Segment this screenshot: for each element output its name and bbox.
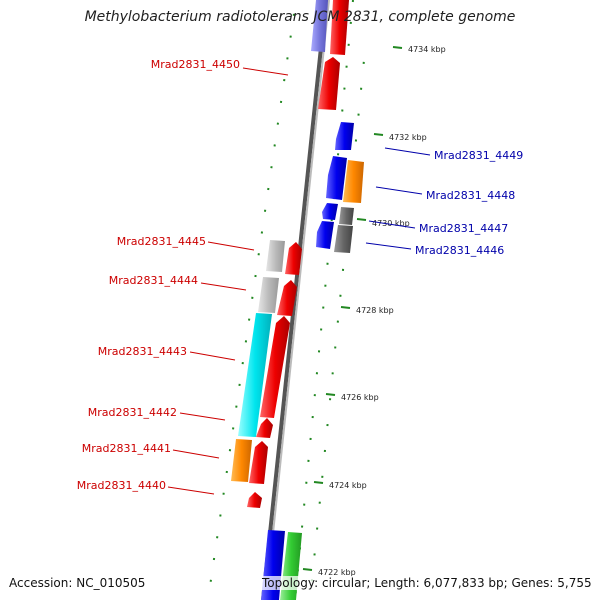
tick-mark-4730 [356, 218, 367, 221]
tick-label-4728: 4728 kbp [356, 306, 394, 315]
map-title: Methylobacterium radiotolerans JCM 2831,… [84, 9, 516, 25]
gene-feature-4447a[interactable] [322, 203, 338, 220]
outer-scale-track [309, 39, 367, 600]
tick-mark-4732 [373, 133, 384, 136]
leader-4449 [384, 147, 431, 156]
tick-label-4724: 4724 kbp [329, 481, 367, 490]
gene-feature-4440[interactable] [247, 492, 262, 508]
gene-feature-4444[interactable] [258, 277, 279, 313]
leader-4450 [242, 67, 289, 76]
leader-4446 [365, 242, 412, 250]
gene-feature-4448[interactable] [343, 160, 364, 203]
tick-mark-4724 [313, 481, 324, 484]
tick-label-4732: 4732 kbp [389, 133, 427, 142]
gene-feature-4443b[interactable] [260, 316, 290, 418]
gene-label-4445[interactable]: Mrad2831_4445 [117, 235, 206, 248]
gene-feature-4446a[interactable] [316, 221, 334, 249]
gene-feature-4449[interactable] [326, 156, 347, 200]
gene-feature-4445[interactable] [266, 240, 285, 272]
tick-mark-4728 [340, 306, 351, 309]
gene-feature[interactable] [311, 0, 328, 52]
tick-label-4726: 4726 kbp [341, 393, 379, 402]
gene-label-4450[interactable]: Mrad2831_4450 [151, 58, 240, 71]
label-leaders [167, 67, 431, 495]
leader-4441 [172, 449, 220, 459]
gene-feature-4444b[interactable] [277, 280, 297, 316]
gene-label-4446[interactable]: Mrad2831_4446 [415, 244, 504, 257]
accession-label: Accession: NC_010505 [9, 576, 146, 590]
genome-summary: Topology: circular; Length: 6,077,833 bp… [262, 576, 592, 590]
gene-label-4443[interactable]: Mrad2831_4443 [98, 345, 187, 358]
gene-label-4448[interactable]: Mrad2831_4448 [426, 189, 515, 202]
gene-label-4449[interactable]: Mrad2831_4449 [434, 149, 523, 162]
leader-4443 [189, 351, 236, 361]
gene-label-4441[interactable]: Mrad2831_4441 [82, 442, 171, 455]
gene-feature-4446[interactable] [334, 225, 353, 253]
gene-features [231, 0, 364, 600]
scale-ticks: 4734 kbp 4732 kbp 4730 kbp 4728 kbp 4726… [302, 45, 446, 577]
tick-mark-4734 [392, 46, 403, 49]
gene-labels: Mrad2831_4450 Mrad2831_4449 Mrad2831_444… [77, 58, 523, 492]
gene-label-4442[interactable]: Mrad2831_4442 [88, 406, 177, 419]
leader-4440 [167, 486, 215, 495]
tick-mark-4726 [325, 393, 336, 396]
gene-feature-4447[interactable] [339, 207, 354, 225]
gene-feature-4441a[interactable] [231, 439, 252, 482]
genome-backbone-highlight [265, 0, 330, 600]
tick-label-4722: 4722 kbp [318, 568, 356, 577]
gene-feature-4443[interactable] [238, 313, 272, 437]
gene-feature-4442[interactable] [256, 418, 273, 438]
gene-label-4444[interactable]: Mrad2831_4444 [109, 274, 198, 287]
tick-label-4730: 4730 kbp [372, 219, 410, 228]
leader-4445 [207, 241, 255, 251]
tick-label-4734: 4734 kbp [408, 45, 446, 54]
gene-label-4447[interactable]: Mrad2831_4447 [419, 222, 508, 235]
gene-label-4440[interactable]: Mrad2831_4440 [77, 479, 166, 492]
leader-4447 [368, 220, 416, 229]
tick-mark-4722 [302, 568, 313, 571]
gene-feature-4450[interactable] [318, 57, 340, 110]
leader-4448 [375, 186, 423, 195]
gene-feature[interactable] [330, 0, 349, 55]
gene-feature-4445b[interactable] [285, 242, 302, 275]
leader-4444 [200, 282, 247, 291]
leader-4442 [179, 412, 226, 421]
gene-feature-4449a[interactable] [335, 122, 354, 150]
gene-feature-4441[interactable] [249, 441, 268, 484]
